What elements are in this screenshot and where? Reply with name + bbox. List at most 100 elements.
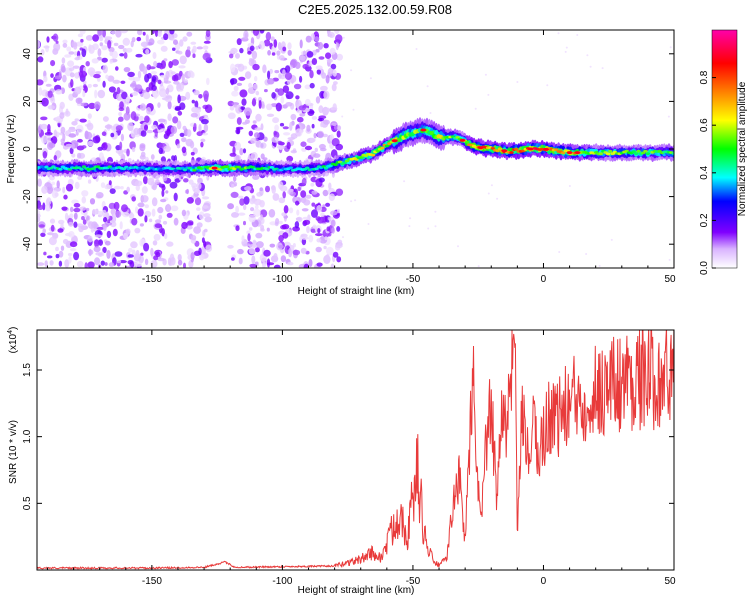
noise-speckle (107, 219, 111, 224)
noise-speckle (163, 145, 171, 152)
noise-speckle (326, 246, 334, 256)
ridge-cell (58, 167, 63, 171)
noise-speckle (170, 125, 178, 135)
noise-speckle (282, 69, 286, 77)
noise-speckle (157, 257, 165, 262)
noise-speckle (311, 209, 318, 218)
noise-speckle (191, 235, 197, 241)
noise-speckle (173, 39, 178, 45)
noise-speckle (286, 141, 291, 150)
noise-speckle (182, 125, 187, 131)
noise-speckle (249, 244, 258, 248)
noise-speckle (200, 141, 204, 148)
noise-speckle (558, 251, 561, 253)
noise-speckle (330, 210, 338, 216)
noise-speckle (290, 113, 297, 121)
noise-speckle (69, 213, 74, 219)
noise-speckle (119, 141, 123, 151)
noise-speckle (166, 203, 171, 212)
noise-speckle (153, 233, 161, 241)
noise-speckle (669, 46, 672, 49)
noise-speckle (247, 50, 252, 55)
ridge-cell (333, 163, 338, 167)
ridge-cell (342, 161, 347, 165)
noise-speckle (301, 208, 309, 212)
noise-speckle (185, 138, 194, 147)
noise-speckle (56, 180, 60, 189)
noise-speckle (269, 68, 273, 74)
noise-speckle (110, 132, 115, 138)
noise-speckle (58, 250, 64, 258)
noise-speckle (301, 236, 309, 240)
noise-speckle (120, 133, 124, 142)
noise-speckle (71, 153, 76, 158)
snr-ticks: -150 -100 -50 0 50 0.5 1.0 1.5 (22, 330, 676, 587)
ridge-peak (566, 151, 573, 155)
noise-speckle (102, 64, 108, 74)
noise-speckle (80, 38, 84, 43)
noise-speckle (308, 234, 314, 243)
noise-speckle (85, 131, 93, 140)
noise-speckle (429, 112, 432, 114)
noise-speckle (260, 214, 263, 221)
ridge-peak (543, 147, 550, 151)
noise-speckle (104, 221, 113, 226)
heatmap-x-tick-label: -150 (142, 274, 162, 285)
noise-speckle (148, 66, 156, 70)
noise-speckle (202, 45, 209, 50)
noise-speckle (53, 155, 57, 161)
noise-speckle (243, 30, 249, 40)
noise-speckle (74, 181, 80, 190)
noise-speckle (102, 246, 107, 254)
noise-speckle (174, 107, 181, 111)
noise-speckle (64, 212, 69, 221)
noise-speckle (255, 45, 259, 50)
noise-speckle (198, 247, 202, 256)
noise-speckle (317, 117, 325, 122)
noise-speckle (306, 51, 314, 58)
noise-speckle (170, 205, 179, 212)
noise-speckle (235, 128, 240, 135)
noise-speckle (265, 31, 272, 41)
noise-speckle (173, 80, 180, 85)
noise-speckle (171, 59, 179, 66)
noise-speckle (254, 132, 260, 139)
ridge-cell (236, 165, 242, 169)
noise-speckle (118, 150, 124, 157)
noise-speckle (369, 77, 372, 80)
noise-speckle (139, 154, 146, 160)
noise-speckle (81, 48, 87, 58)
noise-speckle (287, 261, 294, 266)
ridge-cell (79, 167, 84, 171)
noise-speckle (191, 182, 197, 189)
noise-speckle (137, 70, 142, 79)
noise-speckle (668, 258, 671, 261)
noise-speckle (42, 228, 46, 234)
noise-speckle (191, 99, 195, 104)
colorbar-tick-label: 0.8 (699, 70, 710, 84)
noise-speckle (120, 80, 126, 85)
noise-speckle (61, 206, 68, 211)
noise-speckle (336, 130, 341, 138)
noise-speckle (97, 30, 104, 36)
noise-speckle (178, 65, 186, 69)
noise-speckle (87, 261, 95, 268)
noise-speckle (158, 118, 166, 123)
noise-speckle (589, 65, 592, 68)
noise-speckle (112, 228, 118, 237)
noise-speckle (267, 70, 271, 80)
noise-speckle (252, 174, 260, 180)
noise-speckle (206, 77, 210, 86)
ridge-peak (574, 151, 581, 155)
noise-speckle (87, 179, 92, 184)
noise-speckle (114, 251, 123, 257)
noise-speckle (260, 153, 265, 160)
heatmap-y-tick-label: 0 (22, 146, 33, 152)
noise-speckle (43, 75, 48, 83)
noise-speckle (136, 36, 142, 42)
noise-speckle (325, 254, 330, 261)
noise-speckle (186, 225, 193, 230)
noise-speckle (119, 221, 123, 230)
noise-speckle (98, 239, 103, 246)
noise-speckle (230, 63, 236, 73)
